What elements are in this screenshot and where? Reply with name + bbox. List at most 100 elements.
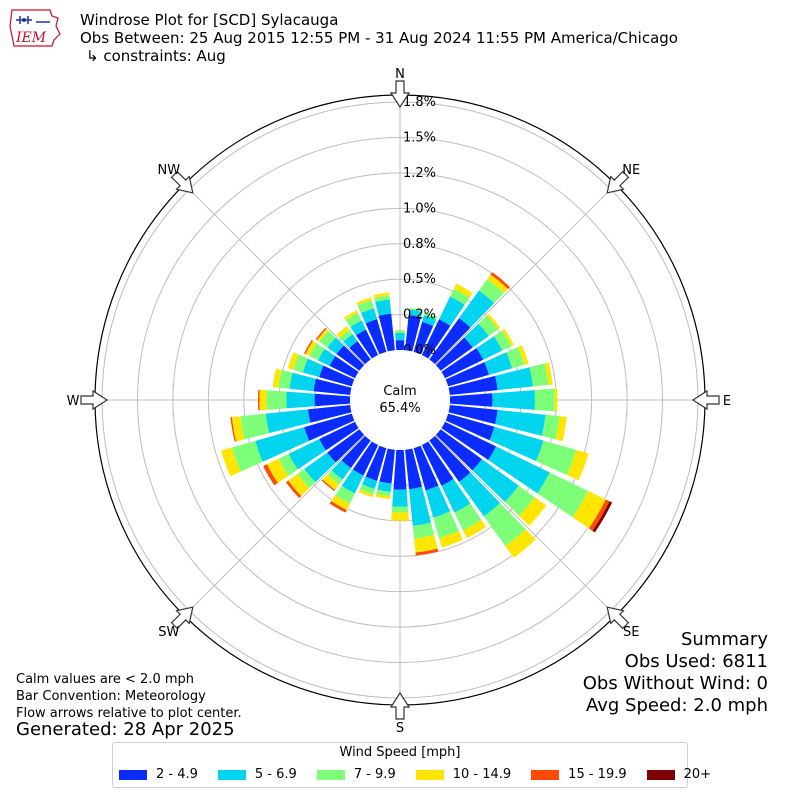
legend-item: 20+	[646, 767, 711, 782]
bar-140-bin3	[505, 529, 536, 558]
bar-20-bin1	[422, 315, 437, 326]
bar-340-bin0	[365, 319, 387, 355]
bar-310-bin2	[319, 330, 336, 348]
bar-340-bin1	[360, 308, 378, 324]
bar-260-bin3	[231, 416, 245, 442]
bar-180-bin1	[392, 489, 408, 507]
direction-label-W: W	[67, 394, 80, 409]
bar-120-bin0	[441, 421, 497, 460]
bar-290-bin0	[319, 365, 355, 387]
bar-40-bin4	[490, 272, 510, 289]
bar-330-bin1	[350, 320, 366, 336]
bar-80-bin3	[544, 362, 553, 385]
bar-230-bin2	[297, 469, 316, 489]
bar-90-bin1	[492, 390, 535, 410]
bar-350-bin2	[374, 295, 390, 303]
bar-150-bin2	[454, 503, 482, 531]
bar-100-bin0	[448, 405, 498, 425]
bar-120-bin4	[588, 499, 610, 531]
bar-10-bin1	[408, 309, 423, 318]
bar-320-bin1	[343, 334, 358, 348]
bar-200-bin1	[362, 476, 378, 490]
bar-280-bin2	[278, 370, 293, 389]
bar-60-bin0	[441, 348, 484, 379]
bar-340-bin2	[357, 300, 375, 314]
bar-250-bin0	[304, 413, 355, 441]
legend-item: 7 - 9.9	[316, 767, 396, 782]
calm-circle	[350, 350, 450, 450]
flow-arrow-90	[691, 389, 720, 411]
legend-item: 5 - 6.9	[217, 767, 297, 782]
bar-70-bin2	[506, 346, 525, 369]
calm-definition-note: Calm values are < 2.0 mph	[16, 672, 195, 687]
bar-200-bin3	[358, 489, 374, 498]
bar-300-bin4	[303, 340, 313, 355]
legend-item: 15 - 19.9	[531, 767, 627, 782]
bar-50-bin2	[478, 315, 499, 336]
bar-340-bin3	[356, 297, 372, 306]
legend-item: 2 - 4.9	[119, 767, 198, 782]
bar-110-bin2	[536, 440, 577, 476]
calm-label: Calm	[383, 384, 416, 399]
bar-140-bin2	[483, 502, 526, 547]
bar-160-bin2	[433, 511, 459, 539]
bar-300-bin0	[329, 355, 359, 379]
bar-60-bin2	[494, 330, 512, 351]
bar-280-bin0	[313, 378, 352, 395]
bar-50-bin1	[464, 323, 489, 348]
spoke-315	[183, 183, 365, 365]
bar-110-bin3	[567, 449, 589, 481]
page-title: Windrose Plot for [SCD] Sylacauga	[80, 11, 339, 29]
bar-70-bin3	[517, 345, 529, 365]
obs-period: Obs Between: 25 Aug 2015 12:55 PM - 31 A…	[80, 29, 678, 47]
bar-200-bin2	[359, 484, 375, 495]
generated-date: Generated: 28 Apr 2025	[16, 719, 235, 740]
legend-label: 10 - 14.9	[452, 767, 512, 782]
flow-arrow-270	[80, 389, 109, 411]
spoke-225	[183, 435, 365, 617]
bar-240-bin0	[319, 421, 359, 451]
bar-320-bin3	[336, 326, 350, 338]
bar-240-bin4	[263, 464, 278, 486]
bar-20-bin2	[424, 312, 438, 320]
bar-160-bin0	[413, 445, 439, 491]
bar-50-bin3	[486, 313, 501, 330]
bar-250-bin1	[255, 427, 310, 462]
spoke-45	[435, 183, 617, 365]
bar-320-bin2	[339, 329, 353, 342]
bar-120-bin3	[572, 490, 606, 529]
bar-250-bin2	[231, 441, 263, 472]
radial-tick-label: 0.5%	[403, 272, 436, 287]
bar-270-bin2	[266, 390, 287, 410]
bar-50-bin0	[435, 337, 473, 371]
radial-tick-label: 1.8%	[403, 95, 436, 110]
bar-130-bin1	[472, 459, 519, 503]
bar-160-bin3	[439, 530, 463, 548]
legend-label: 15 - 19.9	[568, 767, 627, 782]
bar-120-bin1	[488, 446, 550, 494]
direction-labels: N NE E SE S SW W NW	[67, 67, 732, 736]
bar-60-bin1	[476, 336, 503, 360]
bar-30-bin3	[453, 283, 473, 298]
bar-130-bin3	[519, 497, 547, 526]
bar-30-bin0	[421, 319, 451, 359]
bar-210-bin0	[352, 441, 379, 476]
radial-tick-label: 1.0%	[403, 201, 436, 216]
legend-label: 5 - 6.9	[254, 767, 297, 782]
direction-label-SW: SW	[158, 625, 179, 640]
radial-tick-label: 1.2%	[403, 166, 436, 181]
bar-80-bin0	[448, 375, 498, 395]
bar-230-bin4	[285, 480, 302, 499]
bar-160-bin1	[425, 485, 451, 518]
sector-bars	[221, 272, 613, 558]
bar-40-bin2	[478, 279, 504, 304]
bar-60-bin3	[502, 328, 514, 347]
bar-280-bin3	[272, 368, 282, 388]
bar-300-bin3	[305, 340, 317, 357]
bar-100-bin2	[541, 414, 560, 440]
radial-tick-label: 1.5%	[403, 131, 436, 146]
summary-obs-used: Obs Used: 6811	[624, 651, 768, 672]
bar-30-bin1	[439, 296, 465, 326]
bar-220-bin1	[331, 460, 351, 480]
